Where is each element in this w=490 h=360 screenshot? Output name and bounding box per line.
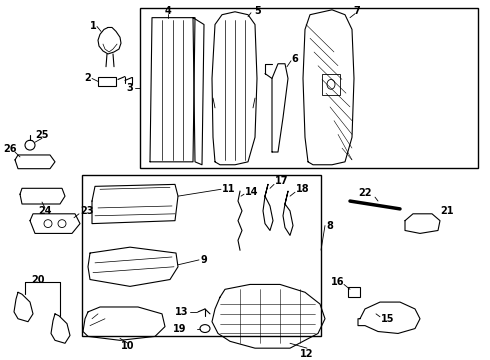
Text: 8: 8 (326, 221, 333, 230)
Text: 25: 25 (35, 130, 49, 140)
Bar (348, 287, 360, 297)
Bar (140, 8, 478, 168)
Bar (322, 73, 340, 95)
Text: 3: 3 (126, 83, 133, 93)
Bar (98, 77, 116, 86)
Text: 13: 13 (174, 307, 188, 317)
Bar (82, 175, 321, 336)
Text: 20: 20 (31, 275, 45, 284)
Text: 21: 21 (440, 206, 454, 216)
Text: 10: 10 (121, 341, 135, 351)
Text: 16: 16 (331, 278, 345, 288)
Text: 17: 17 (275, 176, 289, 186)
Text: 7: 7 (354, 6, 360, 16)
Text: 4: 4 (165, 6, 172, 16)
Text: 19: 19 (172, 324, 186, 334)
Text: 23: 23 (80, 206, 94, 216)
Text: 14: 14 (245, 187, 259, 197)
Text: 2: 2 (85, 73, 91, 84)
Text: 18: 18 (296, 184, 310, 194)
Text: 5: 5 (255, 6, 261, 16)
Text: 1: 1 (90, 22, 97, 31)
Text: 11: 11 (222, 184, 236, 194)
Text: 12: 12 (300, 349, 314, 359)
Text: 9: 9 (200, 255, 207, 265)
Text: 6: 6 (292, 54, 298, 64)
Text: 15: 15 (381, 314, 395, 324)
Text: 22: 22 (358, 188, 372, 198)
Text: 26: 26 (3, 144, 17, 154)
Text: 24: 24 (38, 206, 52, 216)
